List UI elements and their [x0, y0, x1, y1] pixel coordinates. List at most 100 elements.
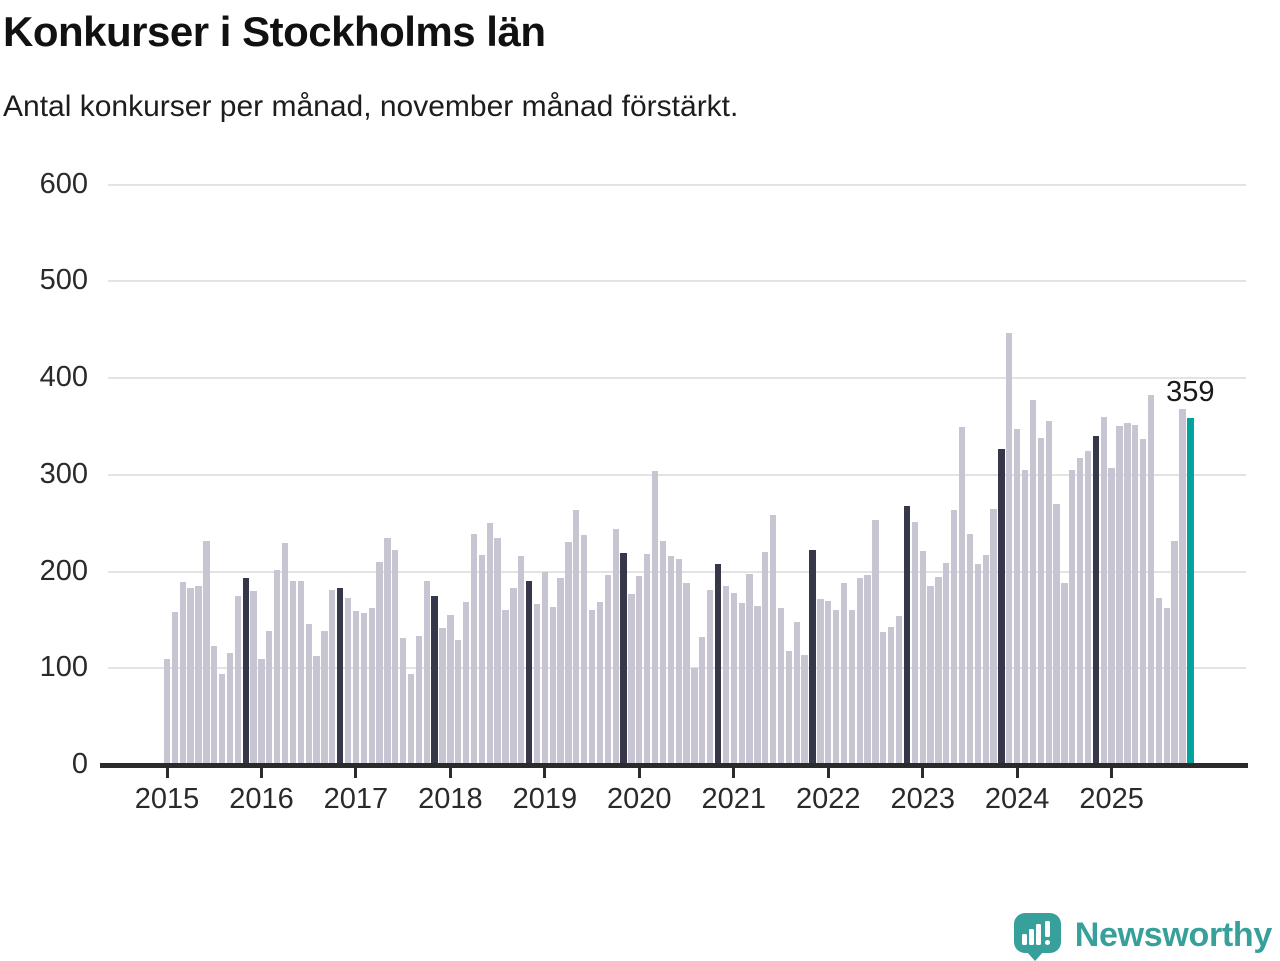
- bar-2021-m11: [809, 550, 816, 765]
- bar-2022-m7: [872, 520, 879, 765]
- bar-2019-m2: [549, 607, 556, 765]
- x-axis-tick-2022: [826, 765, 830, 778]
- x-axis-label-2023: 2023: [890, 783, 955, 815]
- bar-2020-m10: [707, 589, 714, 765]
- y-axis-label: 500: [39, 264, 88, 297]
- bar-2023-m11: [998, 448, 1005, 765]
- bar-2019-m1: [541, 571, 548, 765]
- bar-2023-m6: [958, 427, 966, 765]
- bar-2025-m3: [1124, 423, 1131, 765]
- bar-2023-m7: [966, 533, 974, 765]
- bar-2020-m3: [651, 470, 659, 765]
- x-axis-tick-2016: [259, 765, 263, 778]
- x-axis-tick-2025: [1110, 765, 1114, 778]
- bar-2018-m8: [502, 610, 509, 765]
- bar-2019-m4: [565, 541, 572, 765]
- bar-2021-m10: [801, 654, 808, 765]
- bar-2024-m7: [1061, 583, 1068, 765]
- bar-2023-m5: [951, 509, 958, 765]
- bar-2023-m3: [935, 577, 942, 765]
- brand-name: Newsworthy: [1074, 916, 1273, 954]
- bar-2022-m10: [895, 616, 903, 765]
- bar-2020-m2: [644, 554, 651, 765]
- x-axis-line: [100, 763, 1248, 768]
- bar-2015-m4: [187, 587, 194, 765]
- x-axis-tick-2018: [448, 765, 452, 778]
- bar-2022-m4: [848, 610, 855, 765]
- bar-2018-m10: [518, 556, 525, 765]
- bar-2019-m5: [573, 509, 580, 765]
- bar-2024-m5: [1045, 420, 1052, 765]
- bar-2015-m9: [226, 652, 234, 765]
- bar-2017-m9: [415, 636, 423, 765]
- bar-2015-m8: [218, 674, 226, 765]
- y-axis-label: 400: [39, 361, 88, 393]
- bar-2020-m4: [659, 540, 667, 765]
- bar-2022-m6: [864, 575, 871, 765]
- bar-2016-m10: [329, 589, 336, 765]
- bar-2019-m12: [628, 593, 635, 765]
- bar-2017-m8: [407, 674, 415, 765]
- bar-2025-m11: [1187, 417, 1194, 765]
- x-axis-tick-2021: [732, 765, 736, 778]
- x-axis-label-2019: 2019: [512, 783, 578, 815]
- newsworthy-logo-icon: [1013, 913, 1061, 961]
- bar-2015-m10: [234, 595, 241, 765]
- bar-2020-m9: [699, 637, 706, 765]
- bar-2017-m5: [384, 537, 391, 765]
- bar-2016-m5: [289, 581, 297, 765]
- bar-2025-m6: [1147, 395, 1155, 765]
- bar-2016-m4: [281, 543, 289, 765]
- gridline-300: [108, 473, 1246, 476]
- y-axis-label: 300: [39, 457, 88, 490]
- bar-2022-m2: [832, 610, 840, 765]
- bar-2015-m6: [203, 540, 210, 765]
- bar-2022-m8: [880, 632, 887, 765]
- bar-2021-m6: [769, 515, 777, 765]
- y-axis-label: 200: [39, 554, 88, 587]
- bar-2021-m5: [762, 552, 769, 765]
- bar-2024-m12: [1100, 416, 1107, 765]
- bar-2016-m6: [297, 581, 304, 765]
- x-axis-label-2015: 2015: [134, 783, 200, 815]
- bar-2018-m5: [478, 555, 486, 765]
- bar-2017-m7: [400, 638, 407, 765]
- bar-2022-m12: [911, 522, 918, 765]
- bar-2019-m11: [620, 553, 627, 765]
- x-axis-label-2020: 2020: [607, 783, 672, 815]
- bar-2022-m5: [856, 578, 863, 765]
- x-axis-label-2022: 2022: [795, 783, 861, 815]
- bar-2024-m9: [1077, 458, 1084, 765]
- bar-2025-m10: [1179, 408, 1186, 765]
- bar-2018-m12: [533, 604, 541, 765]
- bar-2016-m9: [321, 631, 328, 765]
- y-axis-label: 600: [39, 167, 88, 200]
- bar-2022-m11: [903, 505, 911, 765]
- bar-2016-m1: [258, 658, 265, 765]
- chart-header: Konkurser i Stockholms län Antal konkurs…: [3, 0, 1273, 124]
- bar-2020-m7: [683, 583, 690, 765]
- bar-2024-m4: [1037, 437, 1044, 765]
- y-axis-label: 100: [39, 651, 88, 684]
- gridline-400: [108, 377, 1246, 379]
- bar-2018-m1: [447, 615, 454, 765]
- bar-2018-m2: [455, 640, 462, 765]
- bar-2023-m2: [927, 586, 934, 765]
- bar-2016-m7: [305, 623, 312, 765]
- y-axis-label: 0: [71, 748, 88, 780]
- bar-2024-m3: [1029, 400, 1037, 765]
- bar-2021-m4: [754, 606, 761, 765]
- bar-2020-m5: [667, 556, 674, 765]
- bar-2018-m6: [486, 523, 493, 765]
- x-axis-tick-2019: [543, 765, 547, 778]
- bar-2019-m6: [581, 534, 588, 765]
- bar-2020-m6: [675, 558, 682, 765]
- bar-2019-m9: [604, 575, 611, 765]
- bar-2015-m3: [179, 582, 186, 765]
- bar-2023-m9: [982, 555, 989, 765]
- bar-2019-m7: [588, 610, 596, 765]
- bar-2015-m5: [195, 586, 202, 765]
- bar-2016-m12: [344, 597, 352, 765]
- bar-2020-m12: [722, 586, 730, 765]
- bar-2025-m2: [1116, 426, 1123, 765]
